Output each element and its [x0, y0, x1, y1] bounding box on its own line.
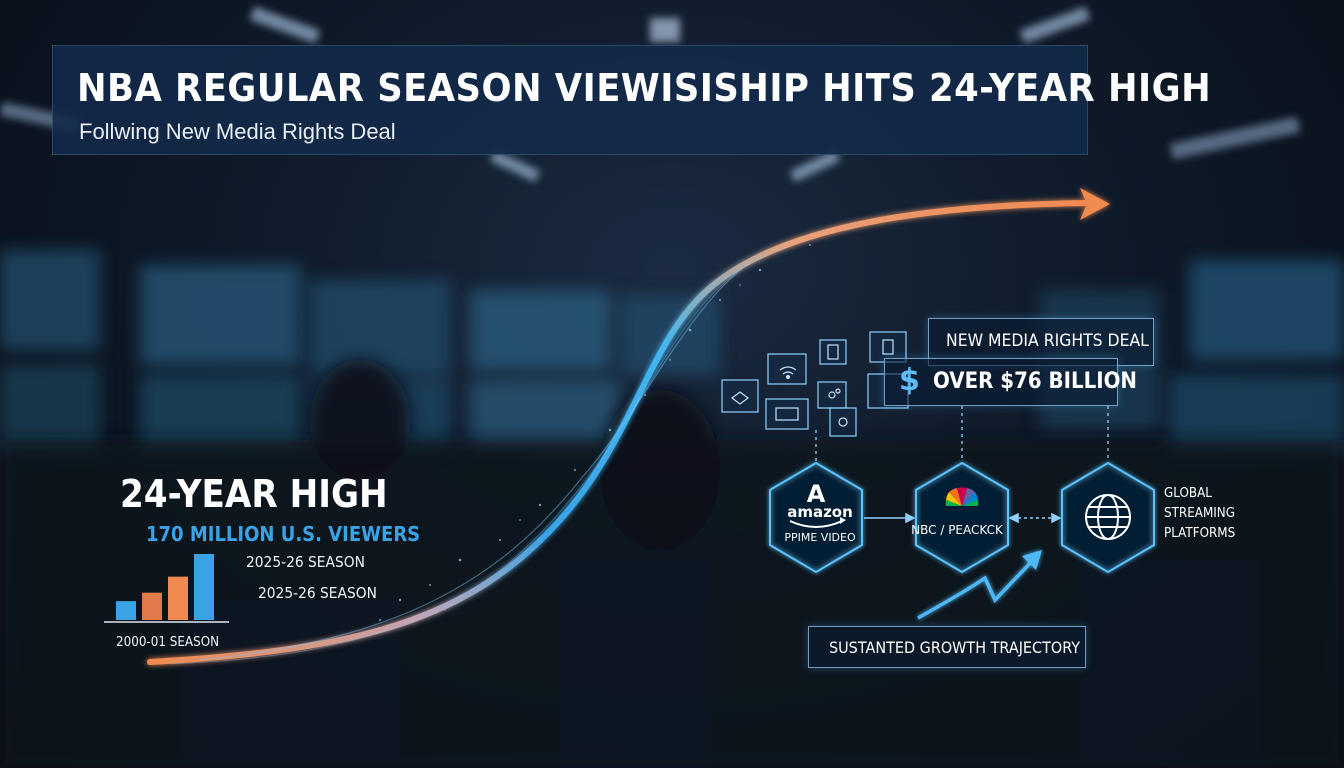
deal-amount: OVER $76 BILLION [933, 369, 1137, 394]
mini-bar [142, 592, 162, 620]
growth-trajectory-box: SUSTANTED GROWTH TRAJECTORY [808, 626, 1086, 668]
viewers-count: 170 MILLION U.S. VIEWERS [146, 522, 421, 546]
nbc-peacock-hexagon [915, 461, 1009, 574]
headline-title: NBA REGULAR SEASON VIEWISISHIP HITS 24-Y… [77, 66, 1212, 110]
peacock-logo [945, 487, 979, 506]
global-label-line-1: GLOBAL [1164, 486, 1212, 501]
svg-text:A: A [807, 480, 826, 508]
mini-bar [194, 554, 214, 620]
deal-connectors [815, 406, 1109, 465]
season-label-current: 2025-26 SEASON [246, 553, 365, 571]
globe-icon [1085, 494, 1131, 540]
growth-trend-arrow [917, 550, 1042, 620]
headline-subtitle: Follwing New Media Rights Deal [79, 119, 396, 144]
media-tile-device-icon [829, 407, 857, 437]
nbc-peacock-name: NBC / PEACKCK [911, 523, 1003, 537]
amazon-logo: A [789, 480, 846, 528]
amazon-name: amazon [787, 503, 853, 521]
growth-trajectory-label: SUSTANTED GROWTH TRAJECTORY [829, 638, 1081, 657]
mini-bar [116, 601, 136, 620]
media-tile-wifi-icon [767, 353, 807, 385]
hexagon-connectors [864, 512, 1062, 524]
amazon-subtitle: PPIME VIDEO [784, 531, 856, 544]
dollar-icon: $ [899, 363, 920, 398]
media-tile-controller-icon [721, 379, 759, 413]
global-label-line-2: STREAMING [1164, 506, 1236, 521]
media-tile-phone-icon [819, 339, 847, 365]
high-label: 24-YEAR HIGH [120, 472, 388, 516]
media-tile-tv-icon [765, 398, 809, 430]
media-icon-cluster [721, 331, 909, 437]
mini-bar [168, 576, 188, 620]
media-tile-share-icon [817, 381, 847, 409]
mini-bar-chart [116, 554, 214, 620]
season-label-repeat: 2025-26 SEASON [258, 584, 377, 602]
global-label-line-3: PLATFORMS [1164, 526, 1236, 541]
title-panel: NBA REGULAR SEASON VIEWISISHIP HITS 24-Y… [52, 45, 1211, 155]
season-label-baseline: 2000-01 SEASON [116, 635, 220, 650]
media-rights-deal-title: NEW MEDIA RIGHTS DEAL [946, 331, 1149, 351]
amazon-hexagon [769, 461, 863, 574]
deal-amount-box: $ OVER $76 BILLION [884, 358, 1137, 406]
